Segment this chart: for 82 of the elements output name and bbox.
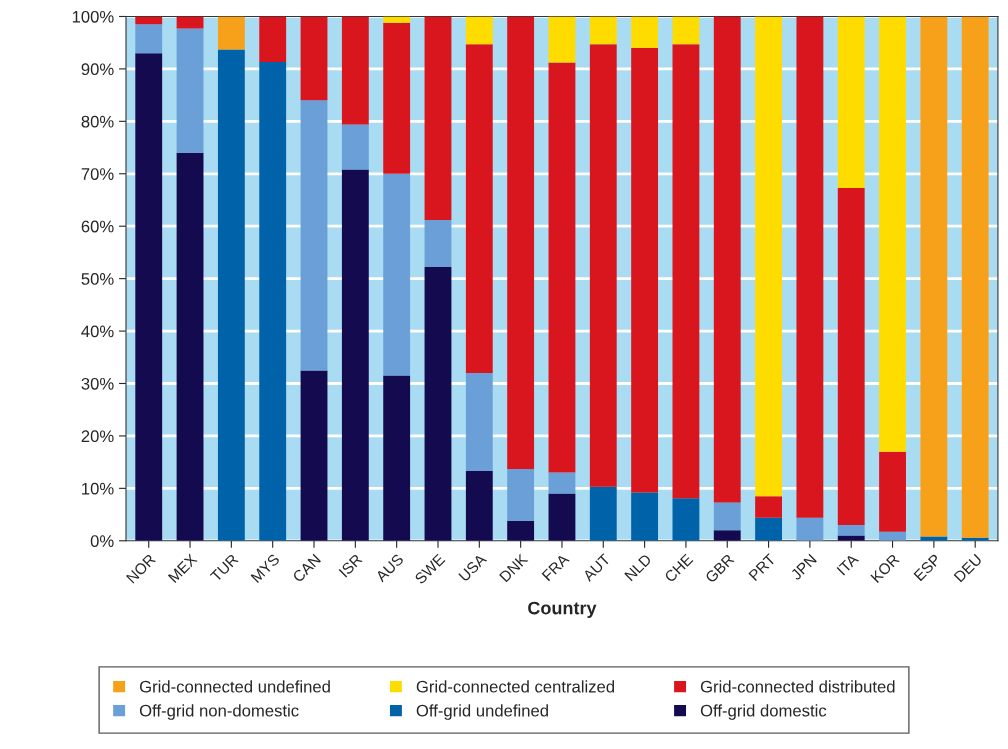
x-tick-label: ISR [338, 553, 363, 578]
bar [713, 502, 741, 531]
bar [755, 517, 783, 541]
bar [589, 486, 617, 541]
bar [755, 16, 783, 497]
bar [507, 16, 535, 469]
bar [176, 28, 204, 153]
bar [796, 517, 824, 541]
bar [755, 496, 783, 518]
bar [176, 16, 204, 29]
bar [465, 16, 493, 45]
legend-label: Off-grid domestic [700, 704, 827, 720]
legend-label: Off-grid undefined [416, 704, 548, 720]
bar [879, 16, 906, 452]
bar [879, 451, 906, 532]
bar [341, 124, 369, 170]
bar [341, 16, 369, 125]
bar [135, 24, 163, 54]
bar [631, 47, 659, 493]
bar [672, 44, 700, 499]
bar [341, 169, 369, 541]
bar [713, 16, 741, 503]
bar [135, 53, 163, 541]
bar [383, 375, 411, 541]
bar [176, 152, 204, 541]
bar [424, 16, 452, 220]
y-tick-label: 10% [82, 482, 114, 495]
bar [383, 22, 411, 174]
y-tick-label: 20% [81, 430, 114, 443]
bar [217, 49, 245, 541]
bar [465, 44, 493, 373]
legend-label: Grid-connected centralized [416, 680, 615, 693]
y-tick-label: 60% [81, 220, 114, 233]
bar [507, 468, 535, 521]
bar [300, 370, 328, 541]
bar [837, 16, 865, 188]
x-tick-label: ITA [836, 553, 860, 576]
legend-label: Grid-connected undefined [139, 680, 330, 693]
bar [259, 62, 287, 541]
bar [548, 472, 576, 494]
bar [300, 16, 328, 101]
bar [961, 16, 989, 538]
bar [920, 16, 948, 537]
bar [507, 520, 535, 541]
y-tick-label: 80% [81, 115, 114, 128]
y-tick-label: 50% [81, 273, 114, 285]
bar [589, 16, 617, 45]
bar [631, 16, 659, 48]
y-tick-label: 40% [81, 325, 114, 338]
bar [548, 62, 576, 473]
bar [837, 187, 865, 526]
x-tick-label: TUR [209, 553, 239, 583]
bar [672, 16, 700, 45]
x-tick-label: FRA [541, 553, 570, 582]
legend-label: Off-grid non-domestic [139, 704, 299, 720]
bar [548, 16, 576, 63]
bar [383, 16, 411, 23]
bar [217, 16, 245, 50]
bar [879, 531, 906, 541]
bar [465, 471, 493, 541]
bar [135, 16, 163, 25]
y-tick-label: 0% [90, 535, 114, 547]
bar [383, 173, 411, 376]
bar [548, 493, 576, 541]
bar [837, 525, 865, 536]
y-tick-label: 70% [81, 168, 114, 180]
bar [424, 219, 452, 268]
y-tick-label: 30% [81, 377, 114, 390]
bar [259, 16, 287, 63]
legend-label: Grid-connected distributed [700, 680, 895, 693]
bar [589, 44, 617, 487]
bar [672, 498, 700, 541]
bar [300, 100, 328, 371]
bar [465, 373, 493, 472]
x-tick-label: USA [458, 552, 488, 582]
x-axis-title: Country [528, 601, 597, 618]
bar [424, 267, 452, 541]
bar [631, 492, 659, 541]
bar [796, 16, 824, 518]
y-tick-label: 100% [72, 10, 114, 23]
y-tick-label: 90% [81, 63, 114, 76]
bar [713, 530, 741, 541]
